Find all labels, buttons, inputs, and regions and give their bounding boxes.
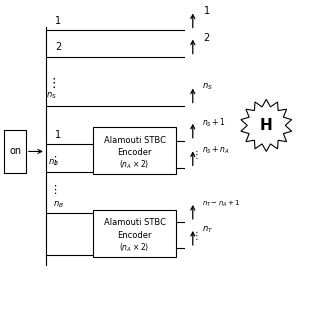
Text: $n_S$: $n_S$ (202, 82, 213, 92)
Text: 2: 2 (204, 33, 210, 43)
Text: $\vdots$: $\vdots$ (191, 229, 198, 242)
Text: 1: 1 (204, 6, 210, 15)
Text: on: on (9, 146, 21, 156)
Text: $n_T-n_A+1$: $n_T-n_A+1$ (202, 198, 241, 209)
FancyBboxPatch shape (4, 130, 26, 173)
Text: $n_S+n_A$: $n_S+n_A$ (202, 144, 230, 156)
Text: Encoder: Encoder (117, 148, 152, 157)
Text: Alamouti STBC: Alamouti STBC (104, 136, 166, 145)
Text: $n_S$: $n_S$ (46, 91, 57, 101)
Text: $(n_A \times 2)$: $(n_A \times 2)$ (120, 241, 150, 254)
Text: Encoder: Encoder (117, 231, 152, 240)
Text: $n_S+1$: $n_S+1$ (202, 116, 226, 129)
Text: $\vdots$: $\vdots$ (191, 148, 198, 161)
FancyBboxPatch shape (93, 210, 176, 257)
Text: $n_B$: $n_B$ (48, 157, 59, 168)
FancyBboxPatch shape (93, 127, 176, 174)
Text: H: H (260, 118, 273, 133)
Text: $\vdots$: $\vdots$ (48, 75, 56, 90)
Text: $n_B$: $n_B$ (53, 200, 64, 210)
Text: 2: 2 (55, 42, 61, 52)
Text: $(n_A \times 2)$: $(n_A \times 2)$ (120, 159, 150, 171)
Text: Alamouti STBC: Alamouti STBC (104, 218, 166, 227)
Text: 1: 1 (55, 130, 61, 140)
Text: $\vdots$: $\vdots$ (49, 154, 57, 167)
Text: 1: 1 (55, 16, 61, 26)
Text: $\vdots$: $\vdots$ (49, 183, 57, 196)
Polygon shape (241, 99, 292, 151)
Text: $n_T$: $n_T$ (202, 224, 213, 235)
